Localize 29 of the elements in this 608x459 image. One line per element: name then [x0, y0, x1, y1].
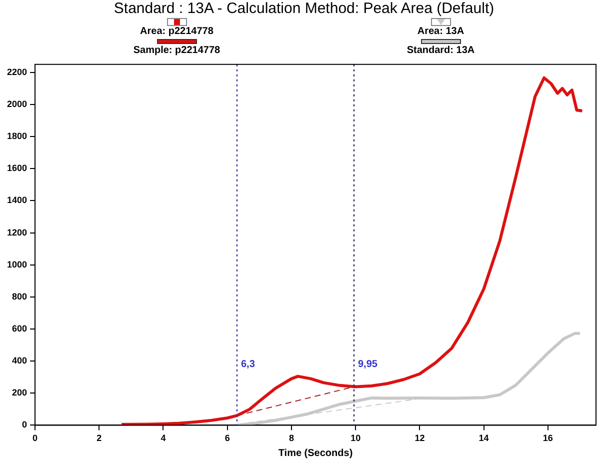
ref-line-label: 9,95 [358, 359, 378, 370]
text: Area: p2214778 [140, 26, 214, 37]
y-tick-label: 1600 [6, 163, 28, 174]
chart-title: Standard : 13A - Calculation Method: Peak Area (Default) [112, 0, 496, 18]
x-tick-label: 16 [542, 433, 553, 444]
text: Area: 13A [417, 26, 464, 37]
x-tick-label: 4 [160, 433, 166, 444]
x-axis-title: Time (Seconds) [278, 448, 353, 459]
y-tick-label: 1400 [6, 195, 28, 206]
y-tick-label: 2200 [6, 66, 28, 77]
y-tick-label: 1800 [6, 131, 28, 142]
y-tick-label: 800 [12, 291, 28, 302]
x-tick-label: 8 [288, 433, 294, 444]
x-tick-label: 10 [350, 433, 361, 444]
y-tick-label: 400 [12, 356, 28, 366]
legend-label: Standard: 13A [406, 45, 475, 56]
x-tick-label: 6 [224, 433, 230, 444]
x-tick-label: 0 [32, 433, 38, 444]
x-tick-label: 14 [478, 433, 489, 444]
y-tick-label: 200 [12, 388, 28, 398]
y-tick-label: 2000 [6, 98, 28, 109]
ref-line-label: 6,3 [240, 359, 256, 370]
y-tick-label: 600 [12, 323, 28, 334]
legend-label: Sample: p2214778 [133, 45, 220, 56]
x-tick-label: 2 [96, 433, 102, 444]
y-tick-label: 0 [22, 420, 28, 430]
x-tick-label: 12 [414, 433, 425, 444]
y-tick-label: 1000 [6, 259, 28, 270]
y-tick-label: 1200 [6, 227, 28, 238]
